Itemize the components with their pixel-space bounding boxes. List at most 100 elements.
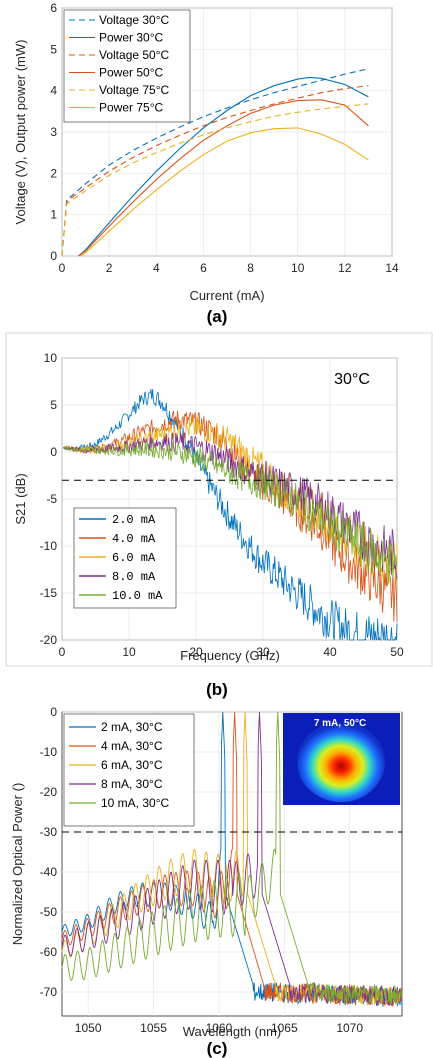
x-tick-label-b: 20: [189, 645, 203, 659]
y-tick-label-a: 5: [50, 42, 57, 56]
series-line-6-ma-30-c: [61, 711, 403, 1006]
y-tick-label-b: -5: [46, 492, 57, 506]
y-tick-label-b: 5: [50, 398, 57, 412]
x-tick-label-a: 4: [153, 261, 160, 275]
series-group-a: [61, 68, 369, 257]
x-axis-label-c: Wavelength (nm): [183, 1024, 282, 1039]
panel-label-b: (b): [206, 680, 228, 699]
x-tick-label-a: 10: [291, 261, 305, 275]
x-tick-label-b: 10: [122, 645, 136, 659]
x-axis-label-b: Frequency (GHz): [180, 648, 280, 663]
panel-label-a: (a): [207, 307, 228, 326]
y-tick-label-c: -20: [40, 785, 58, 799]
y-tick-label-c: -60: [40, 945, 58, 959]
x-tick-label-c: 1050: [75, 1021, 102, 1035]
y-tick-label-a: 3: [50, 125, 57, 139]
x-tick-label-c: 1055: [140, 1021, 167, 1035]
series-line-power-50-c: [78, 99, 369, 257]
legend-label-a: Voltage 50°C: [99, 48, 170, 62]
series-line-4-ma-30-c: [61, 711, 403, 1008]
series-line-2-ma-30-c: [61, 711, 403, 1007]
y-tick-label-c: -10: [40, 745, 58, 759]
annotation-temperature-b: 30°C: [334, 371, 370, 388]
chart-panel-b: 0 10 20 30 40 50 -20 -15 -10 -5 0 5 10 2.0 mA 4.0 mA 6…: [5, 332, 433, 699]
legend-a: Voltage 30°C Power 30°C Voltage 50°C Power …: [63, 9, 191, 123]
y-tick-label-c: -50: [40, 905, 58, 919]
y-tick-label-b: 10: [44, 351, 58, 365]
y-tick-label-a: 4: [50, 84, 57, 98]
series-line-voltage-50-c: [61, 85, 369, 257]
y-tick-label-b: -15: [40, 586, 58, 600]
legend-label-b: 10.0 mA: [112, 589, 163, 603]
legend-label-a: Voltage 75°C: [99, 83, 170, 97]
x-tick-label-b: 30: [256, 645, 270, 659]
series-line-2-0-ma: [63, 389, 398, 641]
x-tick-label-a: 2: [106, 261, 113, 275]
series-line-power-30-c: [78, 76, 369, 257]
series-group-c: [61, 711, 403, 1008]
legend-label-c: 8 mA, 30°C: [101, 777, 163, 791]
legend-c: 2 mA, 30°C 4 mA, 30°C 6 mA, 30°C 8 mA, 30°C…: [63, 713, 195, 827]
x-tick-label-c: 1060: [206, 1021, 233, 1035]
x-tick-label-a: 12: [338, 261, 352, 275]
y-tick-label-c: -40: [40, 865, 58, 879]
x-tick-label-c: 1070: [336, 1021, 363, 1035]
legend-label-b: 6.0 mA: [112, 551, 156, 565]
y-tick-label-a: 6: [50, 1, 57, 15]
x-tick-label-c: 1065: [271, 1021, 298, 1035]
series-line-voltage-30-c: [61, 68, 369, 257]
ticks-b: 0 10 20 30 40 50 -20 -15 -10 -5 0 5 10: [40, 351, 404, 659]
y-axis-label-a: Voltage (V), Output power (mW): [13, 40, 28, 225]
legend-box-c: [63, 713, 195, 827]
legend-label-c: 6 mA, 30°C: [101, 758, 163, 772]
series-line-6-0-ma: [62, 417, 398, 588]
y-tick-label-a: 1: [50, 208, 57, 222]
legend-label-a: Voltage 30°C: [99, 13, 170, 27]
legend-label-c: 2 mA, 30°C: [101, 720, 163, 734]
inset-beam-profile: [283, 713, 400, 805]
y-tick-label-c: 0: [50, 705, 57, 719]
series-line-8-ma-30-c: [61, 711, 403, 1006]
x-tick-label-b: 50: [390, 645, 404, 659]
y-tick-label-a: 2: [50, 166, 57, 180]
y-tick-label-b: 0: [50, 445, 57, 459]
series-line-10-0-ma: [62, 441, 398, 586]
series-line-voltage-75-c: [61, 103, 369, 257]
y-tick-label-c: -70: [40, 985, 58, 999]
y-tick-label-b: -10: [40, 539, 58, 553]
y-tick-label-c: -30: [40, 825, 58, 839]
beam-spot: [297, 722, 385, 802]
y-axis-label-b: S21 (dB): [13, 473, 28, 524]
panel-frame-b: [5, 332, 433, 667]
y-tick-label-b: -20: [40, 633, 58, 647]
legend-b: 2.0 mA 4.0 mA 6.0 mA 8.0 mA 10.0 mA: [73, 507, 177, 609]
series-group-b: [62, 389, 398, 641]
y-tick-label-a: 0: [50, 249, 57, 263]
inset-label: 7 mA, 50°C: [314, 718, 366, 729]
legend-box-b: [73, 507, 177, 609]
series-line-10-ma-30-c: [61, 711, 403, 1005]
y-axis-label-c: Normalized Optical Power (): [10, 783, 25, 946]
legend-label-b: 8.0 mA: [112, 570, 156, 584]
legend-label-a: Power 30°C: [99, 31, 163, 45]
legend-label-a: Power 75°C: [99, 101, 163, 115]
legend-label-c: 10 mA, 30°C: [101, 796, 169, 810]
legend-label-b: 4.0 mA: [112, 532, 156, 546]
series-line-power-75-c: [80, 127, 369, 257]
chart-panel-c: 1050 1055 1060 1065 1070 -70 -60 -50 -40 -30 -20 -1…: [10, 705, 403, 1058]
panel-label-c: (c): [207, 1039, 228, 1058]
x-tick-label-b: 0: [59, 645, 66, 659]
x-axis-label-a: Current (mA): [189, 288, 264, 303]
legend-label-c: 4 mA, 30°C: [101, 739, 163, 753]
legend-box-a: [63, 9, 191, 123]
legend-label-a: Power 50°C: [99, 66, 163, 80]
x-tick-label-b: 40: [323, 645, 337, 659]
x-tick-label-a: 6: [200, 261, 207, 275]
ticks-c: 1050 1055 1060 1065 1070 -70 -60 -50 -40 -30 -20 -1…: [40, 705, 364, 1035]
x-tick-label-a: 0: [59, 261, 66, 275]
legend-label-b: 2.0 mA: [112, 513, 156, 527]
x-tick-label-a: 8: [247, 261, 254, 275]
